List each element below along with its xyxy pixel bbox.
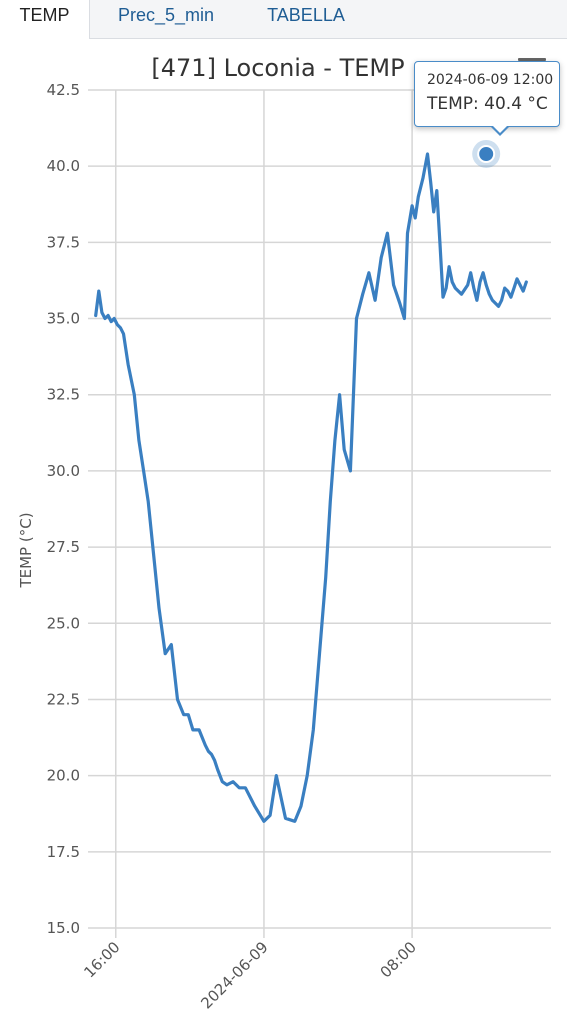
temperature-chart: [471] Loconia - TEMP 15.0 17.5 20.0 22.5 25.… [17,54,551,1012]
y-tick-label: 22.5 [47,690,80,708]
tab-tabella[interactable]: TABELLA [267,5,345,25]
x-axis-ticks: 16:00 2024-06-09 08:00 [80,938,420,1012]
x-tick-label: 08:00 [377,938,420,981]
y-tick-label: 32.5 [47,386,80,404]
x-tick-label: 2024-06-09 [197,938,271,1012]
y-tick-label: 17.5 [47,843,80,861]
tab-temp[interactable]: TEMP [0,0,90,39]
data-tooltip: 2024-06-09 12:00 TEMP: 40.4 °C [414,61,560,136]
y-axis-label: TEMP (°C) [17,512,35,588]
tooltip-value: TEMP: 40.4 °C [427,94,548,114]
y-tick-label: 35.0 [47,310,80,328]
y-tick-label: 15.0 [47,919,80,937]
highlight-point[interactable] [477,144,496,163]
y-axis-ticks: 15.0 17.5 20.0 22.5 25.0 27.5 30.0 32.5 35.0 37.5… [47,81,80,937]
y-tick-label: 27.5 [47,538,80,556]
tab-bar: TEMP Prec_5_min TABELLA [0,0,567,39]
chart-title: [471] Loconia - TEMP [151,54,404,82]
y-tick-label: 37.5 [47,233,80,251]
y-tick-label: 40.0 [47,157,80,175]
tab-prec-5-min[interactable]: Prec_5_min [117,5,215,25]
series-line-temp [94,152,528,823]
x-tick-label: 16:00 [80,938,123,981]
y-tick-label: 20.0 [47,767,80,785]
tooltip-date: 2024-06-09 12:00 [427,72,554,88]
y-tick-label: 30.0 [47,462,80,480]
y-tick-label: 25.0 [47,614,80,632]
chart-grid [88,89,551,938]
y-tick-label: 42.5 [47,81,80,99]
